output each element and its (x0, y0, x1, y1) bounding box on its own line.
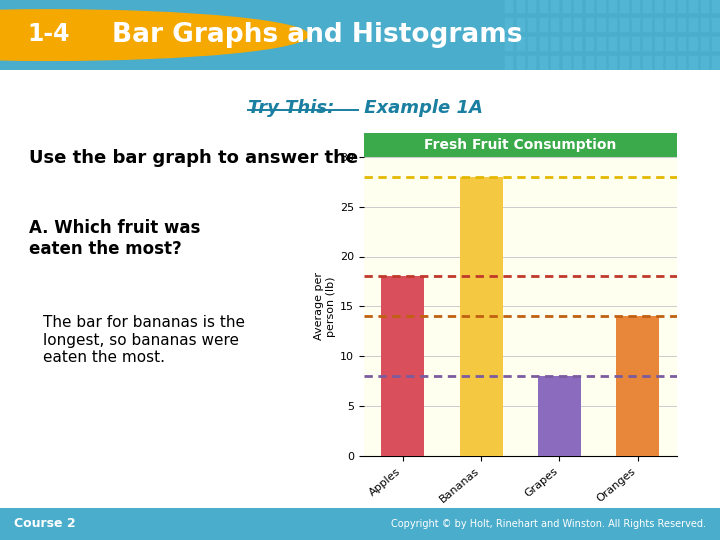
Bar (711, 17, 720, 32)
Bar (562, 17, 571, 32)
Bar (631, 17, 640, 32)
Bar (677, 55, 686, 70)
Text: Copyright © by Holt, Rinehart and Winston. All Rights Reserved.: Copyright © by Holt, Rinehart and Winsto… (391, 519, 706, 529)
Bar (527, 17, 536, 32)
Bar (550, 0, 559, 14)
Bar (585, 36, 594, 51)
Bar (596, 36, 606, 51)
Bar (711, 0, 720, 14)
Bar (608, 17, 617, 32)
Bar (573, 17, 582, 32)
Bar (665, 17, 675, 32)
Bar (585, 0, 594, 14)
Bar (538, 376, 581, 456)
Bar (459, 177, 503, 456)
Bar (619, 17, 629, 32)
Bar (665, 55, 675, 70)
Bar (550, 17, 559, 32)
Bar (608, 55, 617, 70)
Bar (700, 0, 709, 14)
Text: The bar for bananas is the
longest, so bananas were
eaten the most.: The bar for bananas is the longest, so b… (43, 315, 246, 365)
Text: 1-4: 1-4 (27, 22, 71, 46)
Bar (562, 0, 571, 14)
Bar (688, 36, 698, 51)
FancyBboxPatch shape (364, 133, 677, 157)
Bar (619, 55, 629, 70)
Bar (700, 36, 709, 51)
Bar (619, 36, 629, 51)
Bar (539, 17, 548, 32)
Bar (700, 17, 709, 32)
Bar (665, 36, 675, 51)
Bar (688, 0, 698, 14)
Text: Bar Graphs and Histograms: Bar Graphs and Histograms (112, 22, 522, 48)
Bar (700, 55, 709, 70)
Y-axis label: Average per
person (lb): Average per person (lb) (314, 273, 336, 340)
Bar (550, 55, 559, 70)
Bar (631, 55, 640, 70)
Bar (573, 36, 582, 51)
Bar (585, 55, 594, 70)
Bar (516, 0, 525, 14)
Bar (631, 36, 640, 51)
Bar (516, 36, 525, 51)
Bar (654, 36, 663, 51)
Bar (539, 0, 548, 14)
Bar (562, 36, 571, 51)
Bar (381, 276, 424, 456)
Text: A. Which fruit was
eaten the most?: A. Which fruit was eaten the most? (29, 219, 200, 258)
Bar (654, 55, 663, 70)
Bar (631, 0, 640, 14)
Bar (677, 36, 686, 51)
Bar (573, 0, 582, 14)
Bar (596, 0, 606, 14)
Bar (596, 55, 606, 70)
Bar (585, 17, 594, 32)
Bar (677, 0, 686, 14)
Bar (654, 0, 663, 14)
Bar (527, 36, 536, 51)
Bar (562, 55, 571, 70)
Text: Fresh Fruit Consumption: Fresh Fruit Consumption (424, 138, 616, 152)
Bar (527, 55, 536, 70)
Bar (688, 55, 698, 70)
Bar (504, 0, 513, 14)
FancyBboxPatch shape (0, 508, 720, 540)
Bar (516, 55, 525, 70)
Bar (504, 36, 513, 51)
Bar (711, 55, 720, 70)
FancyBboxPatch shape (0, 0, 720, 70)
Text: Example 1A: Example 1A (358, 99, 482, 117)
Bar (688, 17, 698, 32)
Bar (550, 36, 559, 51)
Bar (642, 36, 652, 51)
Bar (711, 36, 720, 51)
Circle shape (0, 10, 308, 60)
Bar (608, 36, 617, 51)
Text: Course 2: Course 2 (14, 517, 76, 530)
Bar (504, 55, 513, 70)
Bar (539, 36, 548, 51)
Bar (642, 17, 652, 32)
Bar (677, 17, 686, 32)
Text: Try This:: Try This: (248, 99, 335, 117)
Bar (527, 0, 536, 14)
Bar (665, 0, 675, 14)
Bar (608, 0, 617, 14)
Bar (573, 55, 582, 70)
Bar (642, 55, 652, 70)
Bar (516, 17, 525, 32)
Bar (539, 55, 548, 70)
Bar (619, 0, 629, 14)
Bar (596, 17, 606, 32)
Bar (504, 17, 513, 32)
Bar (642, 0, 652, 14)
Text: Use the bar graph to answer the question.: Use the bar graph to answer the question… (29, 149, 459, 167)
Bar (616, 316, 660, 456)
Bar (654, 17, 663, 32)
